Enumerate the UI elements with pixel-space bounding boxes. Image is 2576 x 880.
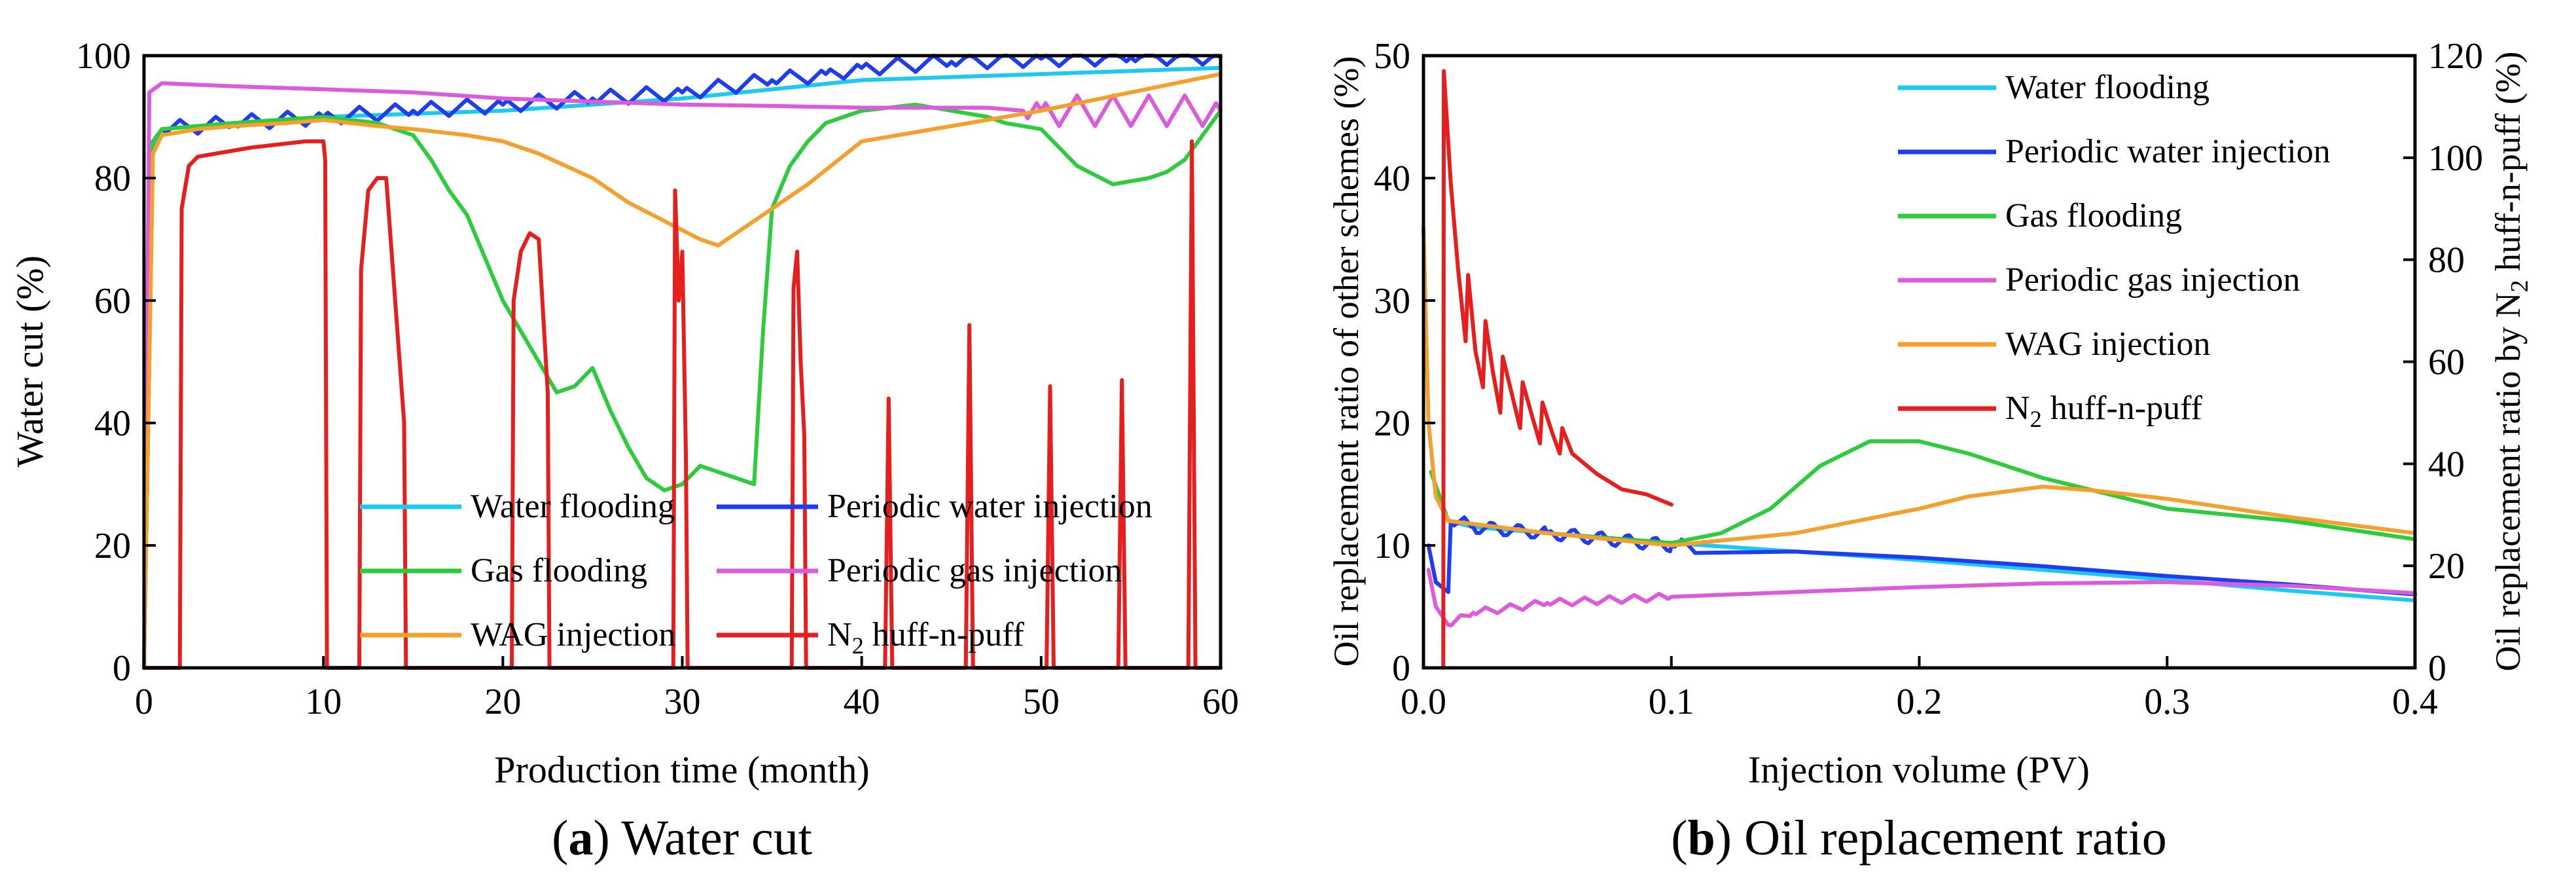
panel-a-y-ticks: 0 20 40 60 80 100: [76, 36, 156, 689]
x-tick-label: 0: [135, 682, 153, 722]
y-tick-label: 80: [94, 158, 131, 199]
panel-b-series: [1422, 69, 2417, 670]
legend-label: Periodic water injection: [827, 488, 1153, 525]
panel-a-caption: (a) Water cut: [552, 811, 812, 866]
legend-entry-wag: WAG injection: [360, 616, 675, 653]
series-line-wag: [142, 72, 1223, 670]
series-line-periodic-water: [1426, 515, 2417, 596]
panel-b-y-ticks-right: 0 20 40 60 80 100 120: [2403, 36, 2483, 689]
y-tick-label: 100: [76, 36, 131, 77]
legend-entry-water-flooding: Water flooding: [1898, 69, 2209, 106]
y-tick-label: 40: [94, 403, 131, 444]
legend-label: Water flooding: [2005, 69, 2209, 106]
panel-a-series: [142, 54, 1223, 670]
panel-b-y-ticks-left: 0 10 20 30 40 50: [1374, 36, 1435, 689]
panel-a-legend: Water flooding Periodic water injection Ga…: [360, 488, 1153, 659]
legend-label: Gas flooding: [471, 552, 647, 589]
legend-label: Periodic water injection: [2005, 133, 2331, 170]
legend-entry-periodic-water: Periodic water injection: [1898, 133, 2331, 170]
x-tick-label: 0.2: [1897, 682, 1942, 722]
panel-b-x-axis-label: Injection volume (PV): [1748, 748, 2090, 791]
panel-a-water-cut: 0 10 20 30 40 50 60 0 20 40 60 80 100 Production ti…: [9, 36, 1239, 866]
series-line-periodic-water: [142, 54, 1223, 670]
panel-a-y-axis-label: Water cut (%): [9, 255, 51, 468]
x-tick-label: 20: [484, 682, 521, 722]
panel-b-y-axis-label-right: Oil replacement ratio by N2 huff-n-puff …: [2488, 52, 2533, 672]
legend-entry-gas-flooding: Gas flooding: [1898, 197, 2182, 234]
x-tick-label: 0.0: [1401, 682, 1446, 722]
x-tick-label: 0.4: [2392, 682, 2438, 722]
legend-label: Gas flooding: [2005, 197, 2182, 234]
series-line-periodic-gas: [142, 81, 1223, 670]
y-tick-label: 10: [1374, 526, 1410, 566]
panel-b-x-ticks: 0.0 0.1 0.2 0.3 0.4: [1401, 656, 2438, 722]
legend-entry-water-flooding: Water flooding: [360, 488, 675, 525]
y-tick-label: 20: [94, 526, 131, 566]
panel-b-oil-replacement-ratio: 0.0 0.1 0.2 0.3 0.4 0 10 20 30 40 50 0 20 40 60 80 100…: [1327, 36, 2533, 866]
legend-label: Periodic gas injection: [2005, 261, 2300, 299]
legend-label: N2 huff-n-puff: [2005, 390, 2202, 432]
x-tick-label: 60: [1202, 682, 1239, 722]
y-tick-label: 60: [94, 281, 131, 321]
legend-entry-gas-flooding: Gas flooding: [360, 552, 647, 589]
legend-entry-wag: WAG injection: [1898, 325, 2210, 363]
legend-entry-n2: N2 huff-n-puff: [717, 616, 1024, 659]
y-tick-label: 50: [1374, 36, 1410, 77]
panel-b-legend: Water flooding Periodic water injection Ga…: [1898, 69, 2331, 432]
legend-label: Periodic gas injection: [827, 552, 1122, 589]
y-right-tick-label: 120: [2428, 36, 2483, 77]
y-right-tick-label: 60: [2428, 342, 2465, 383]
legend-entry-periodic-water: Periodic water injection: [717, 488, 1153, 525]
series-line-n2: [142, 139, 1223, 670]
legend-entry-n2: N2 huff-n-puff: [1898, 390, 2202, 432]
y-right-tick-label: 0: [2428, 648, 2446, 689]
x-tick-label: 40: [844, 682, 880, 722]
series-line-wag: [1422, 225, 2417, 547]
legend-label: WAG injection: [471, 616, 675, 653]
series-line-periodic-gas: [1426, 568, 2417, 627]
y-tick-label: 0: [1392, 648, 1410, 689]
panel-a-x-ticks: 0 10 20 30 40 50 60: [135, 656, 1239, 722]
y-tick-label: 20: [1374, 403, 1410, 444]
panel-b-caption: (b) Oil replacement ratio: [1671, 811, 2167, 866]
y-right-tick-label: 80: [2428, 240, 2465, 281]
legend-label: WAG injection: [2005, 325, 2210, 363]
y-tick-label: 0: [113, 648, 131, 689]
y-tick-label: 40: [1374, 158, 1410, 199]
x-tick-label: 10: [305, 682, 342, 722]
panel-a-x-axis-label: Production time (month): [494, 748, 870, 791]
y-right-tick-label: 40: [2428, 444, 2465, 485]
y-right-tick-label: 100: [2428, 138, 2483, 179]
x-tick-label: 50: [1023, 682, 1060, 722]
x-tick-label: 0.1: [1649, 682, 1694, 722]
legend-label: N2 huff-n-puff: [827, 616, 1024, 659]
x-tick-label: 30: [664, 682, 701, 722]
legend-entry-periodic-gas: Periodic gas injection: [717, 552, 1122, 589]
legend-entry-periodic-gas: Periodic gas injection: [1898, 261, 2300, 299]
y-tick-label: 30: [1374, 281, 1410, 321]
series-line-n2: [1441, 69, 1673, 670]
y-right-tick-label: 20: [2428, 546, 2465, 587]
series-line-gas-flooding: [142, 102, 1223, 670]
legend-label: Water flooding: [471, 488, 675, 525]
panel-b-y-axis-label-left: Oil replacement ratio of other schemes (…: [1327, 56, 1366, 667]
x-tick-label: 0.3: [2144, 682, 2190, 722]
